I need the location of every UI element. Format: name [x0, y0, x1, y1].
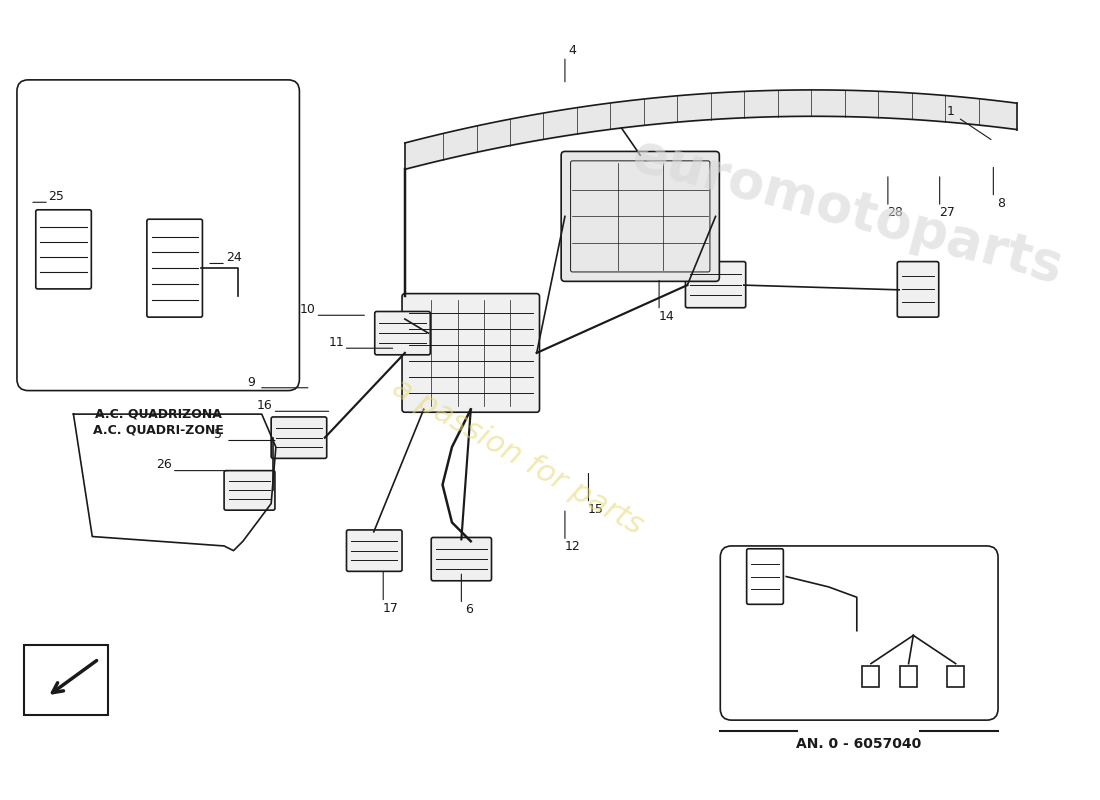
Text: 24: 24 [226, 251, 241, 264]
FancyBboxPatch shape [402, 294, 539, 412]
Text: 25: 25 [48, 190, 65, 203]
FancyBboxPatch shape [272, 417, 327, 458]
Bar [862, 666, 879, 687]
Text: 12: 12 [564, 540, 581, 554]
FancyBboxPatch shape [685, 262, 746, 308]
Text: 10: 10 [300, 303, 316, 316]
Text: 26: 26 [156, 458, 173, 471]
Text: 6: 6 [465, 603, 473, 617]
FancyBboxPatch shape [431, 538, 492, 581]
Bar [947, 666, 964, 687]
Text: 15: 15 [588, 502, 604, 516]
Text: 4: 4 [569, 44, 576, 57]
FancyBboxPatch shape [346, 530, 402, 571]
Text: 27: 27 [939, 206, 955, 219]
FancyBboxPatch shape [561, 151, 719, 282]
Text: 1: 1 [947, 106, 955, 118]
Bar [23, 645, 108, 715]
Text: a passion for parts: a passion for parts [387, 373, 648, 540]
FancyBboxPatch shape [224, 470, 275, 510]
Text: 8: 8 [997, 197, 1005, 210]
Text: 17: 17 [383, 602, 398, 614]
Text: 28: 28 [888, 206, 903, 219]
Text: 9: 9 [248, 376, 255, 389]
FancyBboxPatch shape [375, 311, 430, 355]
Text: 5: 5 [214, 428, 222, 442]
Text: A.C. QUADRI-ZONE: A.C. QUADRI-ZONE [92, 423, 223, 437]
Text: AN. 0 - 6057040: AN. 0 - 6057040 [796, 737, 922, 751]
Text: euromotoparts: euromotoparts [626, 129, 1068, 294]
Text: 14: 14 [659, 310, 674, 322]
Text: 11: 11 [328, 336, 344, 349]
Text: A.C. QUADRIZONA: A.C. QUADRIZONA [95, 407, 221, 421]
Text: 16: 16 [257, 399, 273, 412]
Bar [900, 666, 917, 687]
FancyBboxPatch shape [898, 262, 938, 317]
